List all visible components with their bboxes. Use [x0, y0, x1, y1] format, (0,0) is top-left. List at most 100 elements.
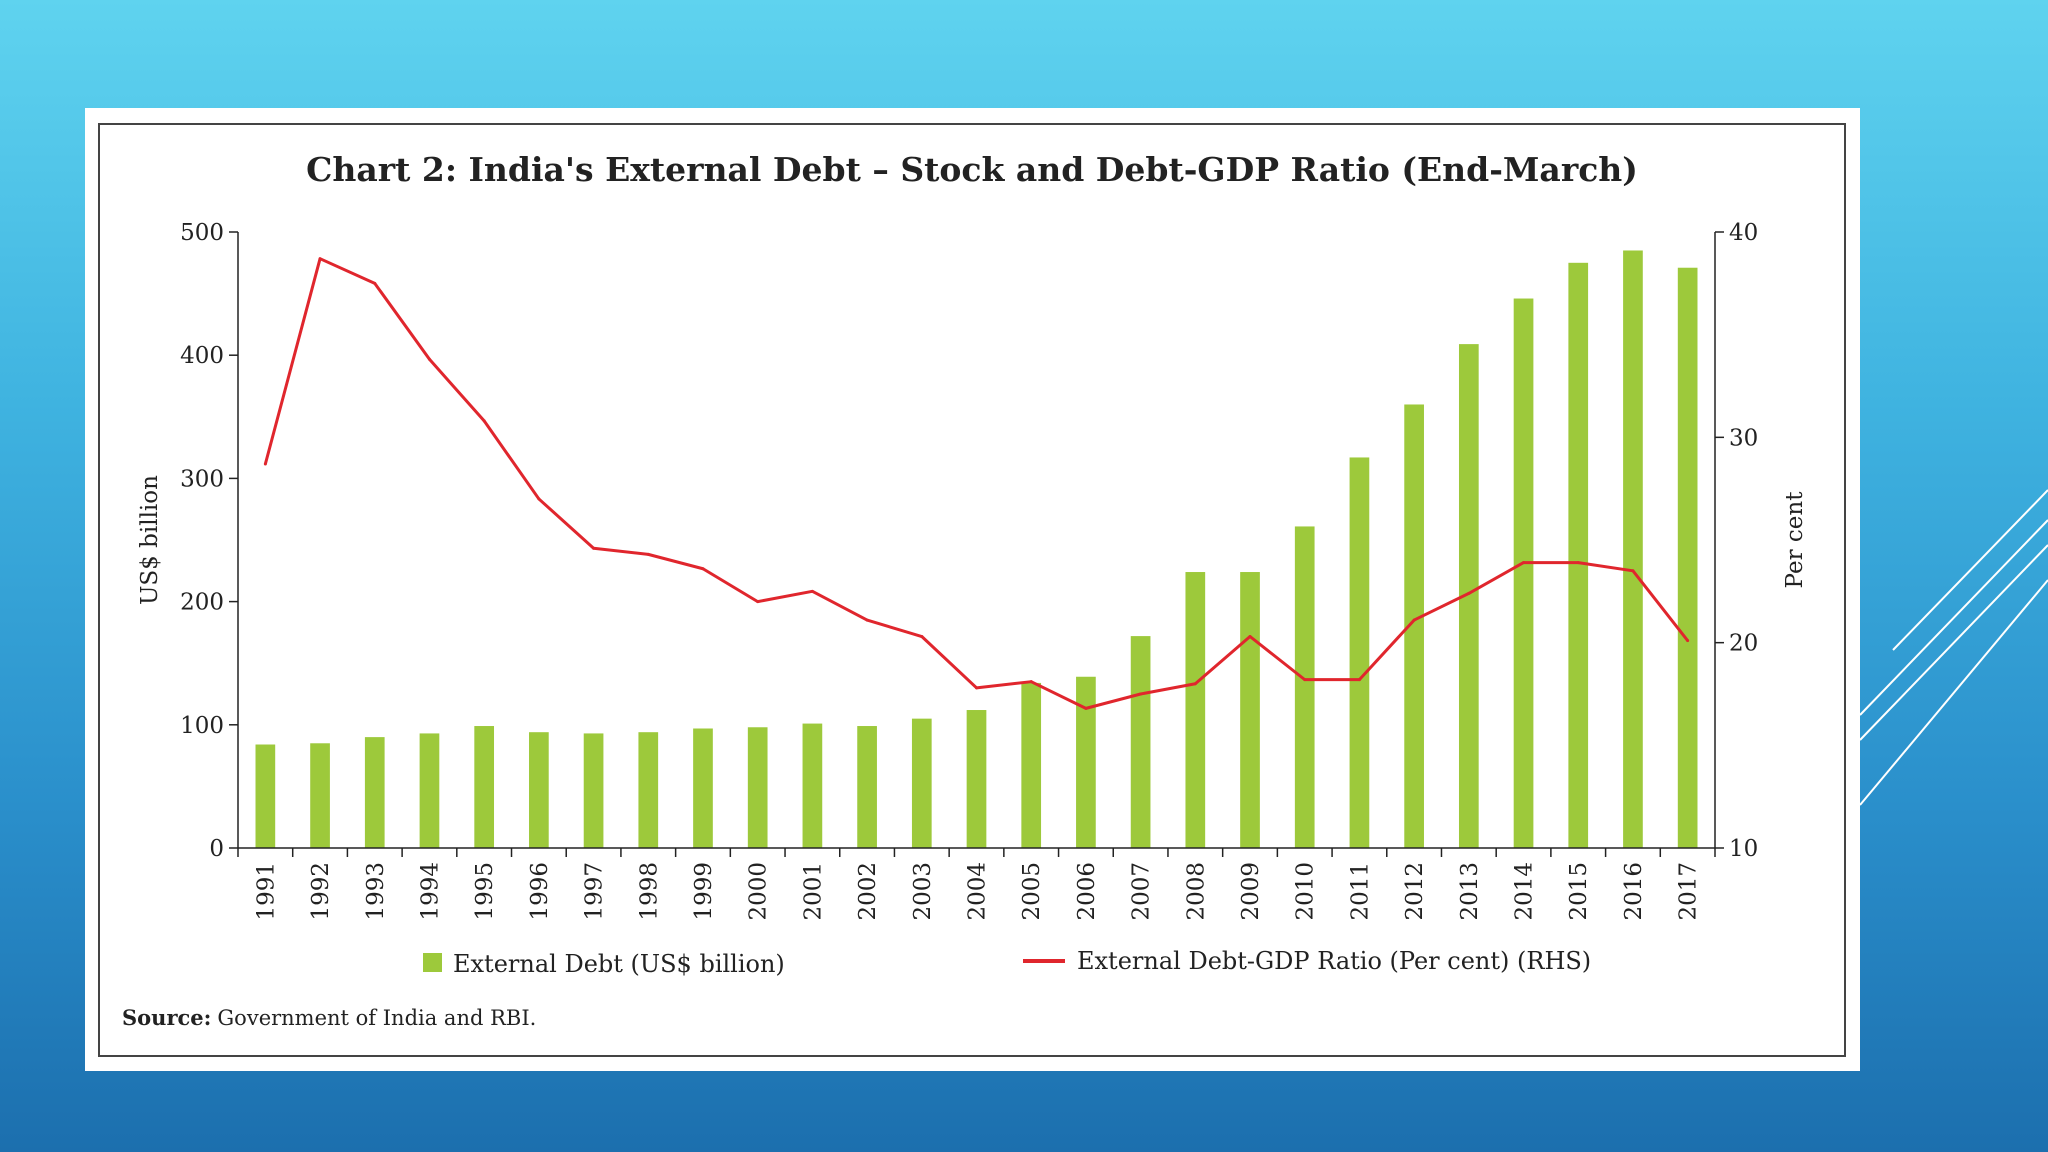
x-tick-label: 2009 — [1238, 862, 1264, 921]
bar-2012 — [1404, 404, 1424, 848]
ratio-point-2012 — [1412, 618, 1416, 622]
bar-2013 — [1458, 344, 1479, 848]
ratio-point-2017 — [1686, 639, 1690, 643]
ratio-point-2013 — [1467, 591, 1471, 595]
ratio-point-2015 — [1576, 561, 1580, 565]
axes-layer: 0 100 200 300 400 500 10 20 30 40 1991 1992 1993 1994… — [180, 220, 1758, 921]
x-tick-label: 1995 — [472, 862, 498, 921]
ratio-point-2011 — [1357, 678, 1361, 682]
line-layer — [263, 257, 1690, 710]
bar-2010 — [1294, 526, 1315, 848]
x-tick-label: 2015 — [1566, 862, 1592, 921]
ratio-point-1996 — [537, 497, 541, 501]
ratio-point-2014 — [1522, 561, 1526, 565]
ratio-point-2006 — [1084, 706, 1088, 710]
x-tick-label: 2000 — [746, 862, 772, 921]
bar-1995 — [474, 726, 495, 848]
x-tick-label: 2011 — [1347, 862, 1373, 921]
bar-2004 — [966, 710, 987, 848]
chart-frame — [98, 123, 1846, 1057]
ratio-point-2002 — [865, 618, 869, 622]
x-tick-label: 2017 — [1676, 862, 1702, 921]
ratio-point-2000 — [756, 600, 760, 604]
bar-1991 — [255, 744, 276, 848]
x-tick-label: 2005 — [1019, 862, 1045, 921]
ratio-point-2010 — [1303, 678, 1307, 682]
bar-2001 — [802, 723, 823, 848]
x-tick-label: 2008 — [1183, 862, 1209, 921]
diagonal-lines-decoration-icon — [1859, 489, 2048, 806]
bar-1996 — [529, 732, 549, 848]
x-tick-label: 2006 — [1074, 862, 1100, 921]
x-tick-label: 2003 — [910, 862, 936, 921]
bar-1994 — [419, 733, 440, 848]
source-note: Source: Government of India and RBI. — [122, 1005, 536, 1030]
x-tick-label: 2013 — [1457, 862, 1483, 921]
y-tick-label-left: 500 — [180, 220, 224, 246]
x-tick-label: 1994 — [417, 862, 443, 921]
source-label: Source: — [122, 1005, 211, 1030]
ratio-point-2001 — [810, 589, 814, 593]
chart-title: Chart 2: India's External Debt – Stock a… — [306, 150, 1638, 189]
bar-2016 — [1623, 250, 1643, 849]
y-tick-label-right: 30 — [1729, 425, 1758, 451]
ratio-point-2009 — [1248, 635, 1252, 639]
y-tick-label-left: 100 — [180, 713, 224, 739]
bar-2002 — [857, 726, 877, 848]
bar-1992 — [310, 743, 330, 848]
y-tick-label-left: 200 — [180, 590, 224, 616]
bar-2011 — [1349, 457, 1370, 848]
x-tick-label: 1999 — [691, 862, 717, 921]
x-tick-label: 1998 — [636, 862, 662, 921]
y-tick-label-right: 10 — [1729, 836, 1758, 862]
legend-bar-label: External Debt (US$ billion) — [453, 950, 785, 978]
x-tick-label: 1991 — [253, 862, 279, 921]
bar-2008 — [1185, 572, 1206, 848]
ratio-point-1997 — [592, 546, 596, 550]
ratio-point-2007 — [1139, 692, 1143, 696]
ratio-point-2016 — [1631, 569, 1635, 573]
ratio-point-2008 — [1193, 682, 1197, 686]
ratio-point-2004 — [975, 686, 978, 690]
x-tick-label: 2001 — [800, 862, 826, 921]
x-tick-label: 2004 — [965, 862, 991, 921]
source-text: Government of India and RBI. — [217, 1006, 536, 1030]
x-tick-label: 2007 — [1129, 862, 1155, 921]
x-tick-label: 2016 — [1621, 862, 1647, 921]
bar-2007 — [1130, 636, 1151, 848]
bars-layer — [255, 250, 1698, 849]
chart: Chart 2: India's External Debt – Stock a… — [98, 123, 1846, 1057]
bar-2014 — [1513, 298, 1534, 848]
bar-1999 — [693, 728, 713, 848]
x-tick-label: 2010 — [1293, 862, 1319, 921]
bar-2003 — [911, 718, 932, 848]
bar-2009 — [1240, 572, 1260, 848]
ratio-point-1991 — [263, 462, 267, 466]
chart-panel: Chart 2: India's External Debt – Stock a… — [85, 108, 1860, 1071]
ratio-point-1993 — [373, 281, 377, 285]
x-tick-label: 1992 — [308, 862, 334, 921]
y-tick-label-right: 20 — [1729, 631, 1758, 657]
bar-1998 — [638, 732, 659, 848]
bar-2017 — [1677, 267, 1698, 848]
bar-1997 — [583, 733, 604, 848]
ratio-point-1994 — [427, 357, 431, 361]
bar-1993 — [364, 737, 385, 848]
ratio-point-1998 — [646, 552, 650, 556]
ratio-point-1999 — [701, 567, 705, 571]
x-tick-label: 2014 — [1512, 862, 1538, 921]
y-tick-label-left: 0 — [209, 836, 224, 862]
bar-2006 — [1076, 676, 1096, 848]
legend-line-label: External Debt-GDP Ratio (Per cent) (RHS) — [1077, 947, 1591, 975]
x-tick-label: 2012 — [1402, 862, 1428, 921]
legend-bar-swatch — [423, 953, 442, 972]
y-tick-label-left: 300 — [180, 466, 224, 492]
legend: External Debt (US$ billion) External Deb… — [423, 947, 1591, 978]
y-axis-label-left: US$ billion — [137, 475, 163, 605]
bar-2005 — [1021, 682, 1042, 848]
y-tick-label-left: 400 — [180, 343, 224, 369]
x-tick-label: 1993 — [363, 862, 389, 921]
ratio-point-2003 — [920, 635, 924, 639]
ratio-point-1995 — [482, 419, 486, 423]
